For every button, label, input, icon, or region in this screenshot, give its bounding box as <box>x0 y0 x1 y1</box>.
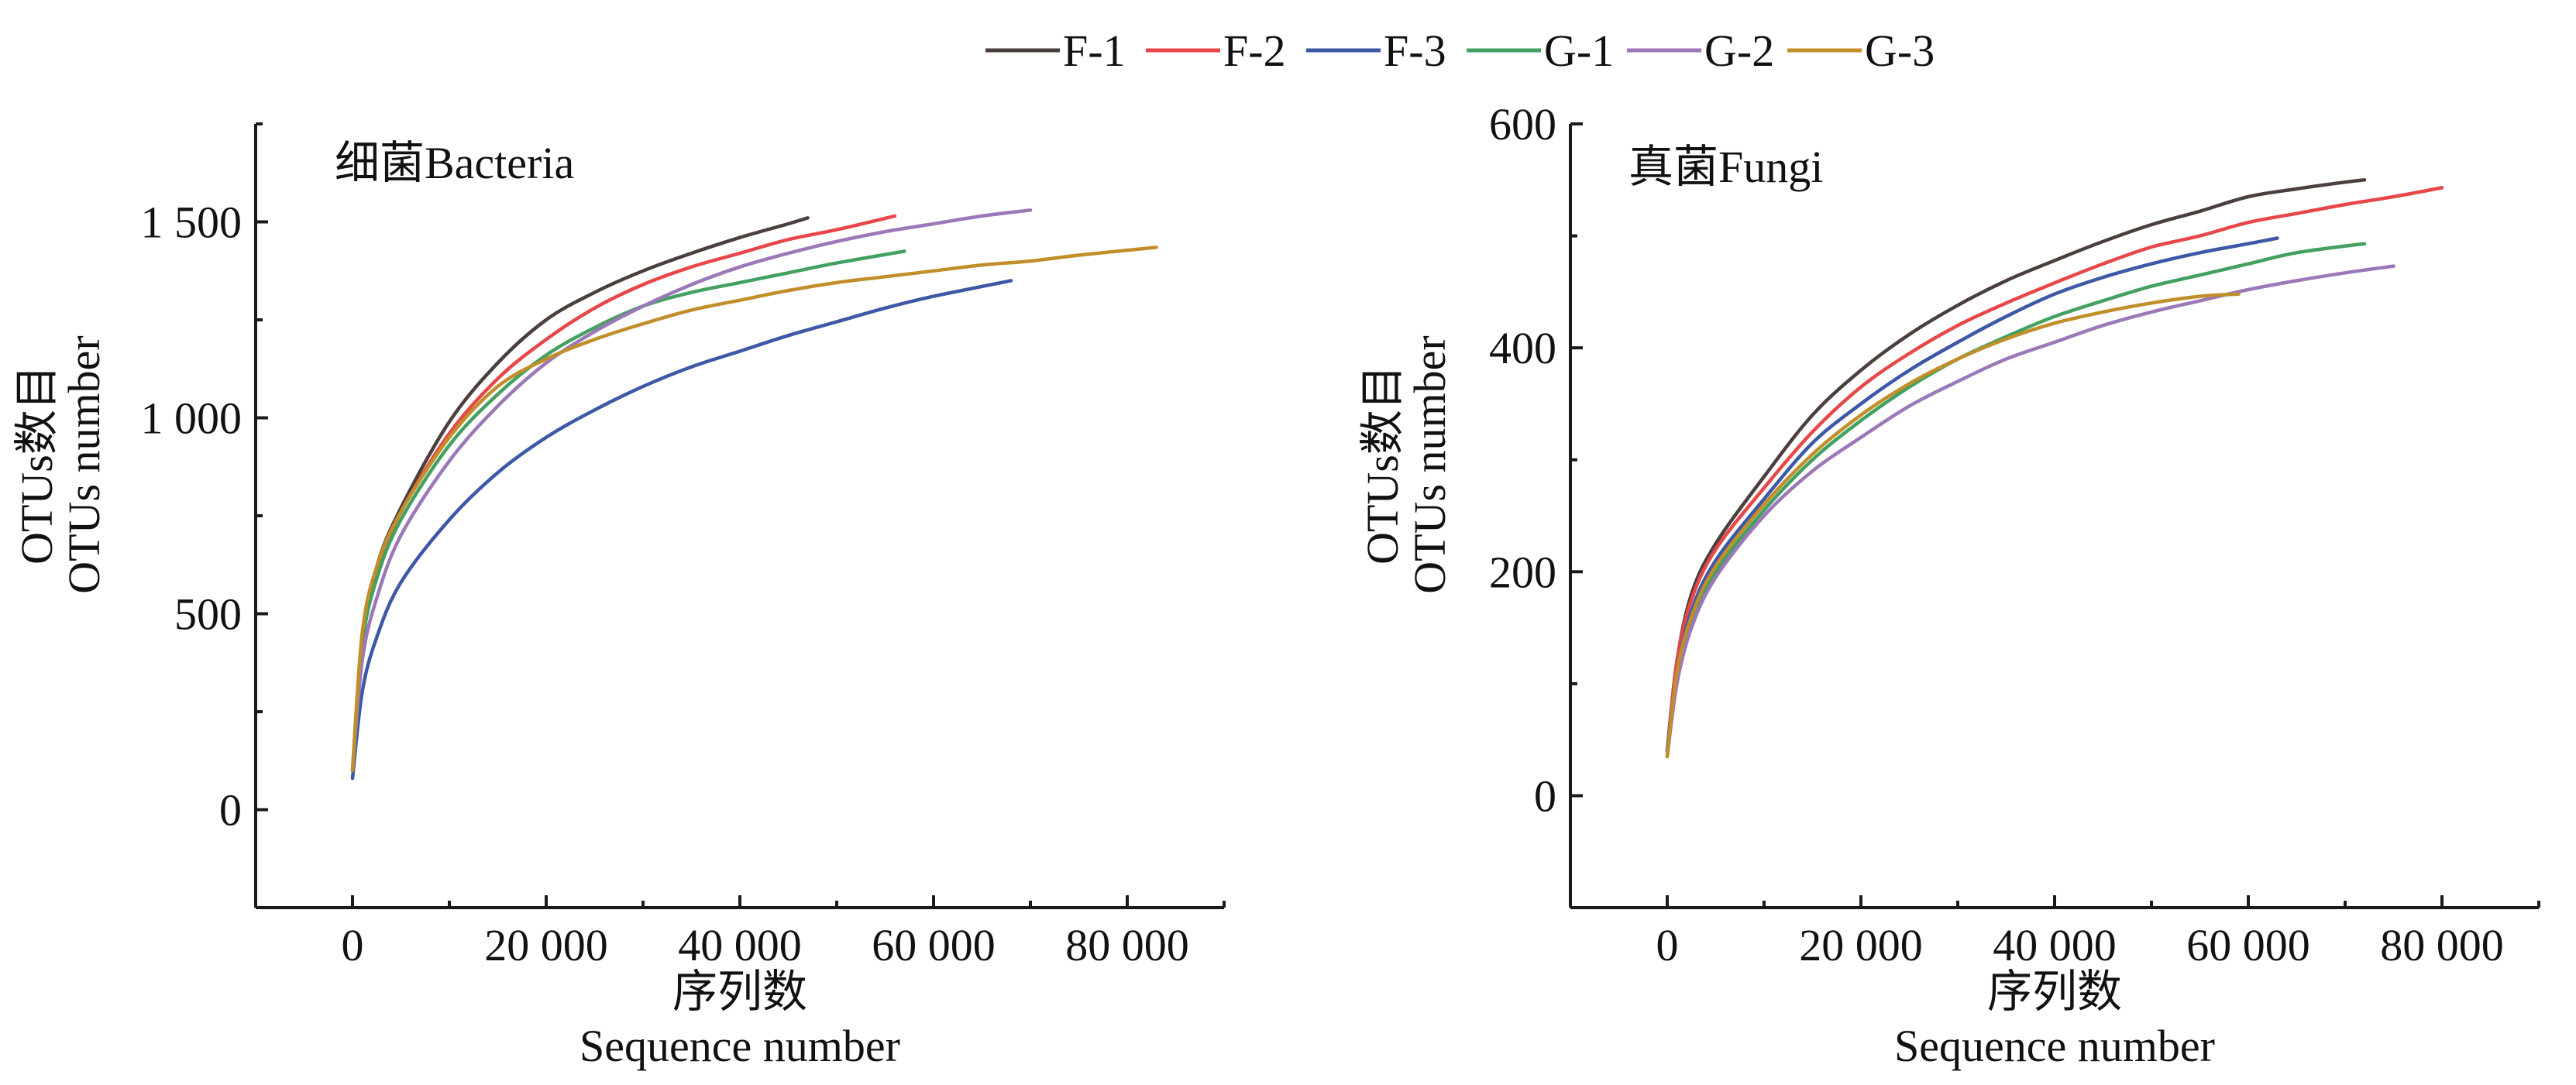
y-tick-label: 1 000 <box>141 393 242 444</box>
series-line-f-1 <box>1665 178 2367 753</box>
x-tick-label: 60 000 <box>2186 920 2310 970</box>
legend-item-g-1: G-1 <box>1467 26 1614 76</box>
y-axis-title-en: OTUs number <box>59 335 109 593</box>
series-line-f-2 <box>350 214 897 773</box>
legend-label: F-1 <box>1063 26 1126 76</box>
x-tick-label: 0 <box>1656 920 1679 970</box>
x-tick-label: 80 000 <box>1065 920 1189 970</box>
legend-item-f-3: F-3 <box>1306 26 1446 76</box>
series-line-f-3 <box>350 279 1013 781</box>
panel-label: 真菌Fungi <box>1628 142 1823 192</box>
fungi-chart: 0 20 000 40 000 60 000 80 000 0 200 400 600 真菌Fun… <box>1357 99 2540 1071</box>
panel-label: 细菌Bacteria <box>335 138 574 188</box>
legend-item-f-1: F-1 <box>985 26 1126 76</box>
series-line-g-1 <box>1665 242 2367 759</box>
y-tick-label: 200 <box>1489 547 1556 597</box>
legend-item-g-3: G-3 <box>1787 26 1935 76</box>
x-tick-label: 40 000 <box>1993 920 2117 970</box>
series-line-g-2 <box>350 208 1033 773</box>
y-tick-label: 600 <box>1489 99 1556 149</box>
x-tick-label: 0 <box>342 920 364 970</box>
x-axis-title-cn: 序列数 <box>672 967 807 1017</box>
y-axis-title-cn: OTUs数目 <box>12 365 62 565</box>
x-tick-label: 20 000 <box>1799 920 1923 970</box>
series-line-g-1 <box>350 249 906 773</box>
y-tick-label: 1 500 <box>141 197 242 248</box>
series-line-g-3 <box>350 245 1158 773</box>
series-line-f-3 <box>1665 236 2279 753</box>
y-tick-label: 500 <box>174 589 242 640</box>
legend: F-1 F-2 F-3 G-1 G-2 G-3 <box>985 26 1935 76</box>
legend-label: F-2 <box>1223 26 1286 76</box>
x-tick-label: 40 000 <box>678 920 802 970</box>
y-axis-title-cn: OTUs数目 <box>1357 365 1408 565</box>
x-axis-title-en: Sequence number <box>580 1021 900 1071</box>
legend-label: G-3 <box>1865 26 1935 76</box>
series-line-g-3 <box>1665 292 2241 759</box>
series-line-g-2 <box>1665 264 2395 759</box>
series-line-f-2 <box>1665 186 2444 753</box>
legend-label: G-2 <box>1704 26 1774 76</box>
x-axis-title-cn: 序列数 <box>1987 967 2122 1017</box>
x-axis-title-en: Sequence number <box>1894 1021 2215 1071</box>
legend-item-g-2: G-2 <box>1627 26 1774 76</box>
legend-label: G-1 <box>1544 26 1614 76</box>
y-tick-label: 400 <box>1489 323 1556 373</box>
legend-item-f-2: F-2 <box>1146 26 1286 76</box>
legend-label: F-3 <box>1384 26 1446 76</box>
x-tick-label: 60 000 <box>872 920 996 970</box>
x-tick-label: 20 000 <box>484 920 608 970</box>
y-axis-title-en: OTUs number <box>1405 335 1455 593</box>
y-tick-label: 0 <box>1534 771 1556 821</box>
x-tick-label: 80 000 <box>2380 920 2504 970</box>
bacteria-chart: 0 20 000 40 000 60 000 80 000 0 500 1 000 1 500 细… <box>12 122 1226 1071</box>
y-tick-label: 0 <box>219 785 242 836</box>
